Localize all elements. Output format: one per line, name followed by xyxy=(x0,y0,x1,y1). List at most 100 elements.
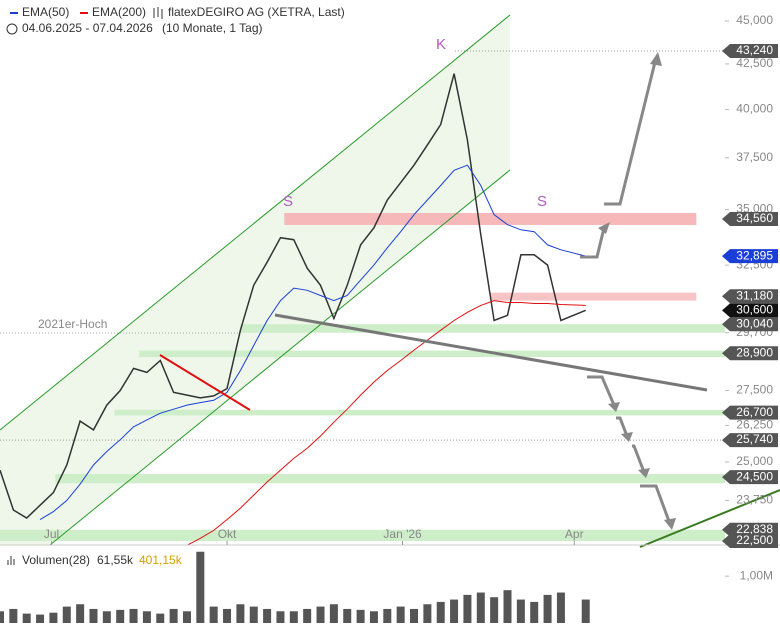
volume-bar xyxy=(102,611,111,623)
y-tick-label: 37,500 xyxy=(736,150,773,164)
volume-bar xyxy=(383,608,392,623)
volume-bar xyxy=(423,604,432,623)
level-label: 43,240 xyxy=(736,43,773,57)
volume-bar xyxy=(182,611,191,623)
arrow-head xyxy=(598,222,610,234)
trendline xyxy=(274,313,708,392)
red-trendline xyxy=(159,354,251,411)
period: (10 Monate, 1 Tag) xyxy=(162,21,263,35)
volume-bar xyxy=(556,592,565,623)
volume-icon xyxy=(7,556,15,565)
volume-bar xyxy=(89,608,98,623)
zone xyxy=(490,292,697,301)
arrow xyxy=(587,375,616,406)
level-marker xyxy=(722,405,778,420)
y-tick-label: 23,750 xyxy=(736,493,773,507)
series-line xyxy=(186,300,586,546)
volume-bar xyxy=(36,614,45,623)
volume-bar xyxy=(356,609,365,623)
arrows xyxy=(580,57,672,525)
level-marker xyxy=(722,533,778,548)
volume-bar xyxy=(303,608,312,623)
level-marker xyxy=(722,317,778,332)
volume-title: Volumen(28) xyxy=(22,553,90,567)
legend-label: EMA(200) xyxy=(92,5,146,19)
volume-bar xyxy=(249,606,258,623)
volume-last: 401,15k xyxy=(139,553,183,567)
arrow xyxy=(632,444,646,473)
annotation: K xyxy=(436,36,446,53)
level-marker xyxy=(722,522,778,537)
volume-bar xyxy=(9,608,18,623)
volume-bar xyxy=(49,612,58,623)
volume-bar xyxy=(329,604,338,623)
level-label: 25,740 xyxy=(736,432,773,446)
arrow-head xyxy=(664,518,676,530)
arrow xyxy=(616,416,629,437)
level-marker xyxy=(722,289,778,304)
arrow xyxy=(580,227,606,259)
volume-bar xyxy=(369,611,378,623)
volume-bar xyxy=(196,551,205,623)
level-label: 34,560 xyxy=(736,211,773,225)
volume-bar xyxy=(276,611,285,623)
volume-bar xyxy=(116,609,125,623)
level-label: 24,500 xyxy=(736,469,773,483)
arrow-head xyxy=(650,52,662,66)
zone xyxy=(114,409,725,416)
volume-tick-label: 1,00M xyxy=(740,568,773,582)
volume-bar xyxy=(450,599,459,623)
volume-bar xyxy=(22,613,31,623)
volume-bar xyxy=(516,599,525,623)
arrow-head xyxy=(608,402,620,412)
level-label: 30,040 xyxy=(736,316,773,330)
level-marker xyxy=(722,212,778,227)
level-marker xyxy=(722,249,778,264)
level-marker xyxy=(722,433,778,448)
volume-bar xyxy=(316,606,325,623)
volume-bar xyxy=(436,601,445,623)
volume-bar xyxy=(289,611,298,623)
volume-bar xyxy=(530,601,539,623)
zone xyxy=(240,324,726,333)
arrow-head xyxy=(621,432,633,442)
date-range: 04.06.2025 - 07.04.2026 xyxy=(22,21,153,35)
zone xyxy=(284,212,697,225)
level-marker xyxy=(722,43,778,58)
x-tick-label: Apr xyxy=(565,527,584,541)
volume-bar xyxy=(169,608,178,623)
volume-bar xyxy=(236,604,245,623)
level-label: 22,838 xyxy=(736,522,773,536)
x-tick-label: Jul xyxy=(44,527,59,541)
arrow xyxy=(640,484,672,525)
volume-bar xyxy=(410,608,419,623)
volume-bar xyxy=(581,599,590,623)
arrow-head xyxy=(638,468,650,478)
series-line xyxy=(39,164,586,521)
support-line xyxy=(639,489,780,548)
y-tick-label: 40,000 xyxy=(736,102,773,116)
level-label: 31,180 xyxy=(736,288,773,302)
level-marker xyxy=(722,303,778,318)
annotation: S xyxy=(537,193,547,210)
level-label: 26,700 xyxy=(736,405,773,419)
y-tick-label: 26,250 xyxy=(736,418,773,432)
volume-bar xyxy=(263,608,272,623)
level-label: 30,600 xyxy=(736,303,773,317)
y-tick-label: 25,000 xyxy=(736,454,773,468)
volume-bar xyxy=(476,592,485,623)
arrow-heads xyxy=(598,52,676,530)
level-marker xyxy=(722,470,778,485)
y-tick-label: 42,500 xyxy=(736,56,773,70)
volume-bar xyxy=(0,611,4,623)
volume-bar xyxy=(543,594,552,623)
series-line xyxy=(0,73,586,519)
volume-bar xyxy=(129,608,138,623)
level-marker xyxy=(722,346,778,361)
volume-bar xyxy=(463,594,472,623)
zone xyxy=(0,529,725,541)
candle-icon xyxy=(153,7,163,19)
volume-bar xyxy=(343,608,352,623)
annotation: S xyxy=(283,193,293,210)
